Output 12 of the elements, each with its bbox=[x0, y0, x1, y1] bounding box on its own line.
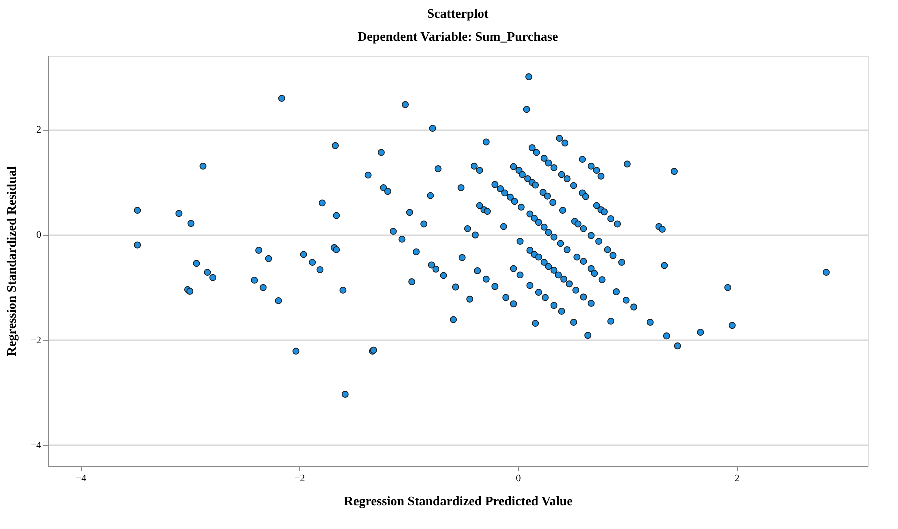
y-tick-label: 2 bbox=[36, 125, 42, 136]
y-tick-label: −2 bbox=[30, 335, 42, 346]
x-tick-label: −2 bbox=[294, 474, 306, 484]
y-axis-title: Regression Standardized Residual bbox=[4, 166, 19, 356]
y-tick-label: 0 bbox=[36, 230, 42, 242]
x-axis-title: Regression Standardized Predicted Value bbox=[344, 494, 574, 508]
x-tick-label: −4 bbox=[76, 474, 87, 484]
y-tick-label: −4 bbox=[30, 440, 42, 452]
chart-title: Scatterplot bbox=[427, 6, 490, 21]
x-tick-label: 2 bbox=[734, 474, 740, 484]
x-tick-label: 0 bbox=[516, 474, 522, 484]
chart-subtitle: Dependent Variable: Sum_Purchase bbox=[358, 29, 559, 44]
